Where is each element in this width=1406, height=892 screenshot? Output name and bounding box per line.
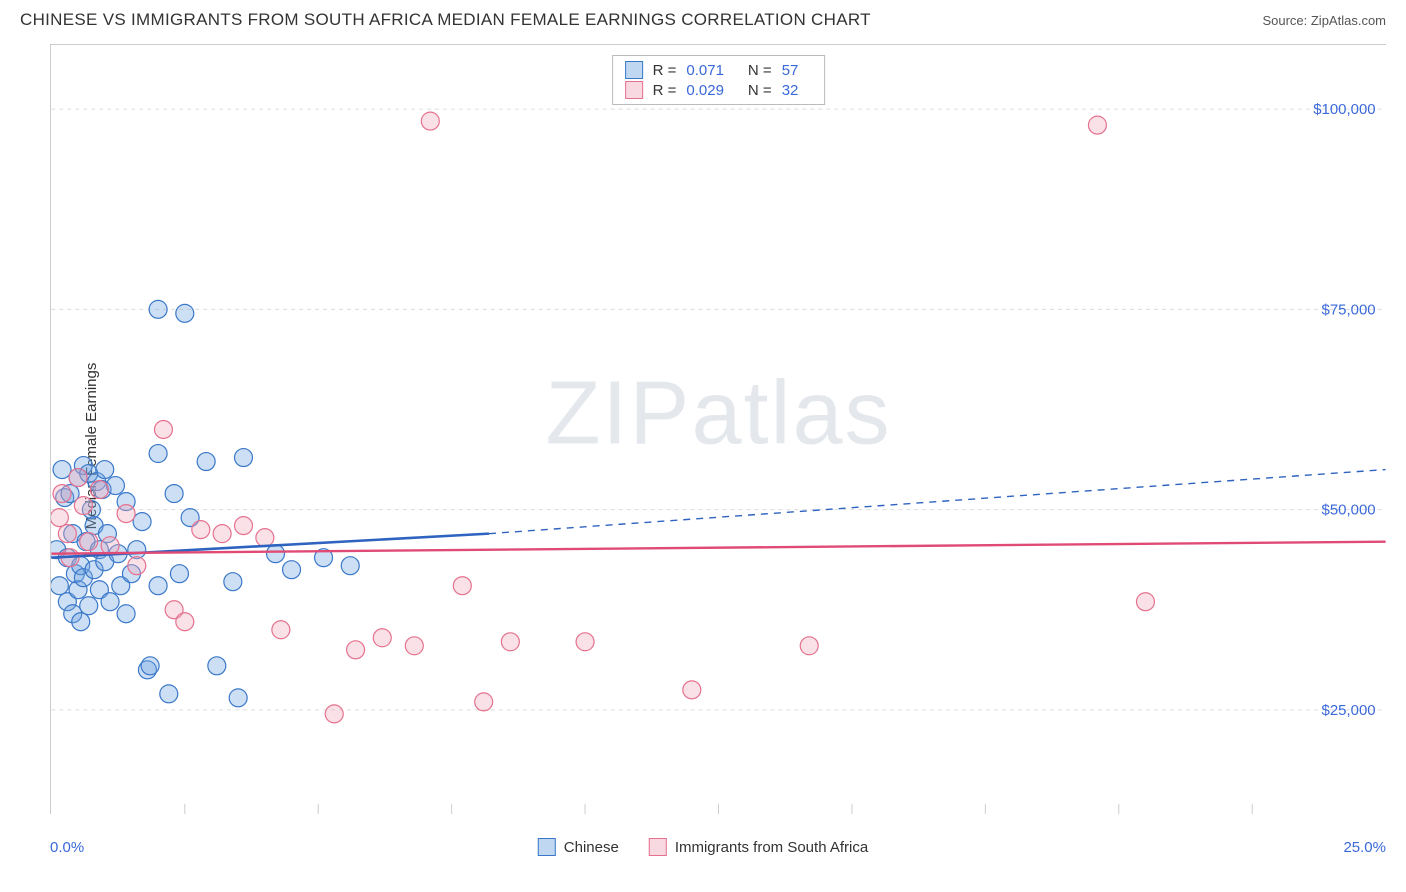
svg-text:$75,000: $75,000 — [1322, 301, 1376, 318]
legend-label-sa: Immigrants from South Africa — [675, 839, 868, 856]
svg-text:$25,000: $25,000 — [1322, 702, 1376, 719]
chart-plot-area: ZIPatlas $25,000$50,000$75,000$100,000 R… — [50, 44, 1386, 814]
n-value-sa: 32 — [782, 82, 799, 99]
swatch-sa-bottom — [649, 838, 667, 856]
legend-label-chinese: Chinese — [564, 839, 619, 856]
swatch-chinese — [625, 61, 643, 79]
legend-item-chinese: Chinese — [538, 838, 619, 856]
legend-item-sa: Immigrants from South Africa — [649, 838, 868, 856]
svg-text:$100,000: $100,000 — [1313, 101, 1375, 118]
scatter-svg: $25,000 $50,000 $75,000 $100,000 — [51, 45, 1386, 814]
x-max-label: 25.0% — [1343, 839, 1386, 856]
svg-text:$50,000: $50,000 — [1322, 502, 1376, 519]
series-legend: Chinese Immigrants from South Africa — [538, 838, 868, 856]
legend-row-chinese: R = 0.071 N = 57 — [625, 60, 813, 80]
correlation-legend: R = 0.071 N = 57 R = 0.029 N = 32 — [612, 55, 826, 105]
n-label: N = — [748, 62, 772, 79]
x-min-label: 0.0% — [50, 839, 84, 856]
r-value-sa: 0.029 — [686, 82, 724, 99]
chart-title: CHINESE VS IMMIGRANTS FROM SOUTH AFRICA … — [20, 10, 871, 30]
swatch-sa — [625, 81, 643, 99]
r-label: R = — [653, 82, 677, 99]
source-label: Source: ZipAtlas.com — [1262, 13, 1386, 28]
r-label: R = — [653, 62, 677, 79]
swatch-chinese-bottom — [538, 838, 556, 856]
n-label: N = — [748, 82, 772, 99]
n-value-chinese: 57 — [782, 62, 799, 79]
r-value-chinese: 0.071 — [686, 62, 724, 79]
legend-row-sa: R = 0.029 N = 32 — [625, 80, 813, 100]
